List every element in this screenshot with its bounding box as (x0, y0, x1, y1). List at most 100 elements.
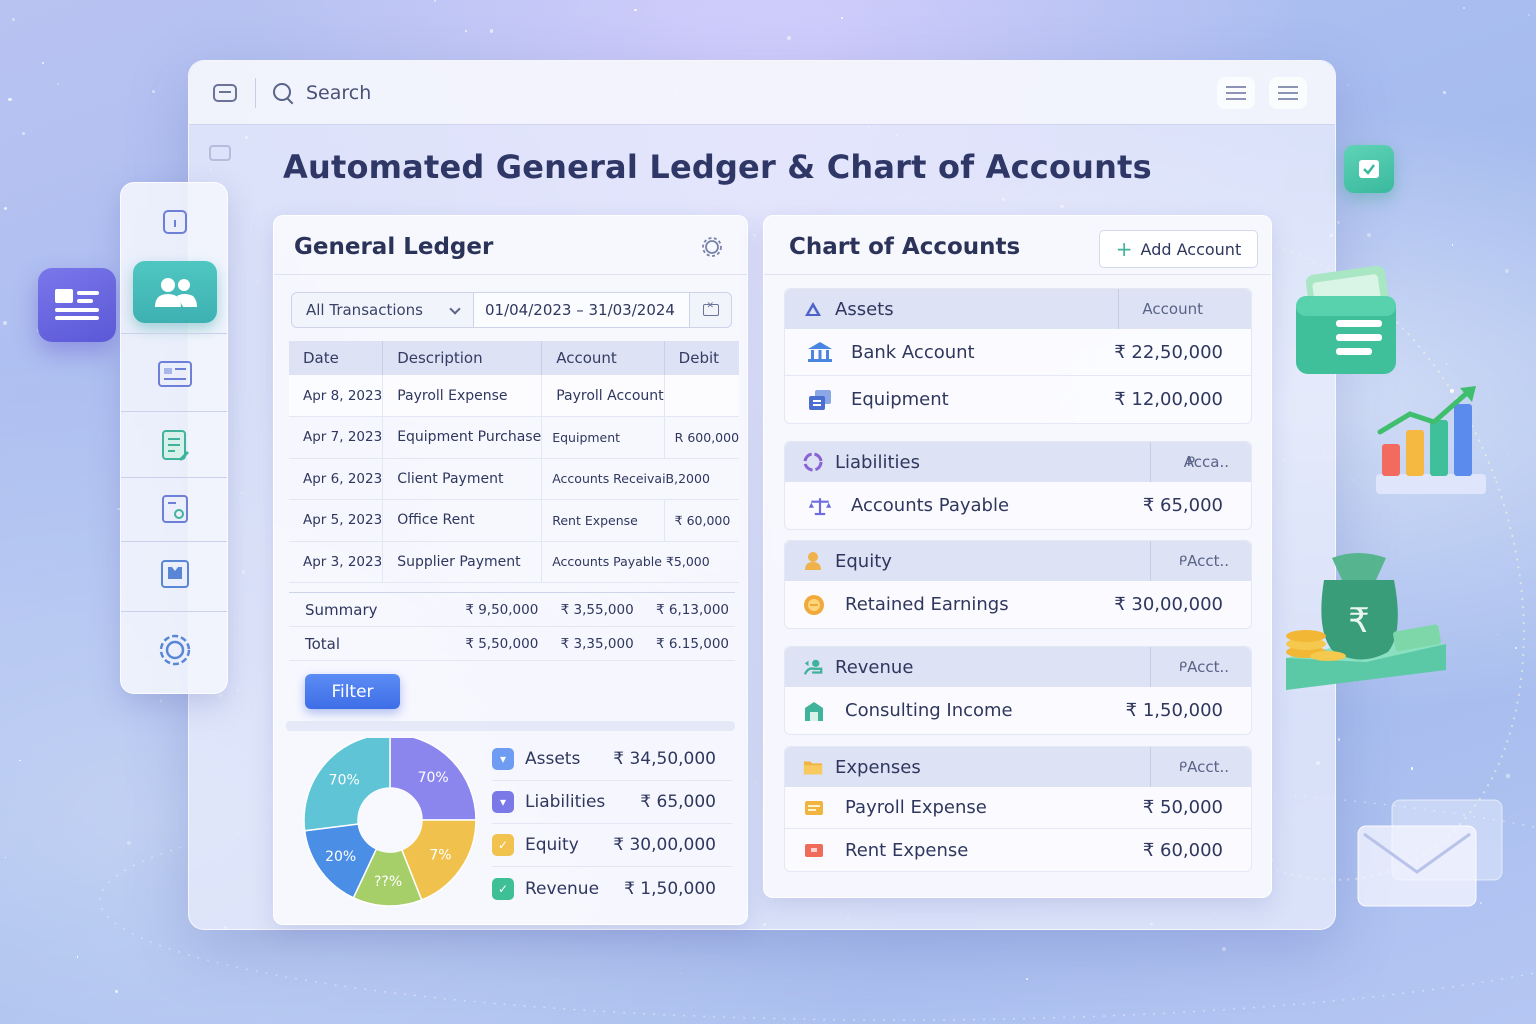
summary-value: ₹ 3,55,000 (544, 592, 640, 627)
account-row[interactable]: Retained Earnings ₹ 30,00,000 (785, 581, 1251, 628)
legend-label: Liabilities (525, 792, 606, 812)
row-description: Payroll Expense (382, 375, 543, 417)
total-value: ₹ 5,50,000 (449, 626, 545, 661)
sidebar-item-home[interactable] (133, 191, 217, 253)
legend-item-liabilities[interactable]: ▾ Liabilities ₹ 65,000 (492, 781, 732, 824)
account-group-expenses: Expenses ᑭ Acct.. Payroll Expense ₹ 50,0… (784, 746, 1252, 872)
transaction-type-select[interactable]: All Transactions (291, 292, 474, 328)
plus-icon: + (1115, 237, 1133, 261)
group-account-label: Acca.. (1183, 453, 1229, 471)
legend-label: Revenue (525, 878, 600, 899)
column-header-debit[interactable]: Debit (664, 341, 740, 375)
ledger-table-header: Date Description Account Debit (289, 341, 740, 375)
sidebar-item-documents[interactable] (133, 415, 217, 477)
account-row[interactable]: Rent Expense ₹ 60,000 (785, 829, 1251, 871)
total-row: Total ₹ 5,50,000 ₹ 3,35,000 ₹ 6.15,000 (289, 626, 735, 661)
donut-slice-label: 70% (418, 770, 449, 786)
account-row[interactable]: Consulting Income ₹ 1,50,000 (785, 687, 1251, 734)
header-divider (1150, 442, 1151, 482)
row-description: Supplier Payment (382, 541, 543, 583)
column-header-date[interactable]: Date (289, 341, 384, 375)
settings-icon (159, 634, 191, 666)
column-header-account[interactable]: Account (541, 341, 665, 375)
sidebar-item-settings[interactable] (133, 619, 217, 681)
donut-slice-label: ??% (374, 874, 402, 890)
legend-item-equity[interactable]: ✓ Equity ₹ 30,00,000 (492, 824, 732, 867)
card-divider (274, 274, 747, 275)
row-account: Accounts ReceivaiB,2000 (541, 458, 740, 500)
clear-date-button[interactable] (690, 292, 732, 328)
payroll-icon (801, 797, 827, 819)
gear-icon[interactable] (701, 236, 723, 258)
chart-of-accounts-title: Chart of Accounts (789, 234, 1021, 260)
ledger-filter-row: All Transactions 01/04/2023 – 31/03/2024 (291, 292, 732, 328)
users-icon (155, 278, 197, 307)
top-bar (189, 61, 1335, 125)
account-row[interactable]: Accounts Payable ₹ 65,000 (785, 482, 1251, 529)
key-icon: ᑭ (1186, 454, 1195, 470)
filter-button[interactable]: Filter (305, 674, 400, 709)
reports-icon (158, 361, 192, 387)
table-row[interactable]: Apr 3, 2023 Supplier Payment Accounts Pa… (289, 541, 740, 583)
key-icon: ᑭ (1178, 553, 1187, 569)
summary-value: ₹ 6,13,000 (639, 592, 735, 627)
building-icon (801, 700, 827, 722)
group-header[interactable]: Liabilities ᑭ Acca.. (785, 442, 1251, 482)
account-row[interactable]: Bank Account ₹ 22,50,000 (785, 329, 1251, 376)
sidebar-item-users[interactable] (133, 261, 217, 323)
ghost-menu-icon (209, 145, 231, 161)
table-row[interactable]: Apr 6, 2023 Client Payment Accounts Rece… (289, 458, 740, 500)
sidebar-toggle-icon[interactable] (213, 83, 237, 102)
group-header[interactable]: Revenue ᑭ Acct.. (785, 647, 1251, 687)
account-group-assets: Assets Account Bank Account ₹ 22,50,000 … (784, 288, 1252, 424)
revenue-icon (803, 657, 823, 677)
row-account: Equipment (541, 416, 665, 459)
table-row[interactable]: Apr 5, 2023 Office Rent Rent Expense ₹ 6… (289, 499, 740, 542)
account-row[interactable]: Payroll Expense ₹ 50,000 (785, 787, 1251, 829)
group-name: Assets (835, 298, 894, 320)
add-account-button[interactable]: + Add Account (1099, 230, 1258, 268)
transaction-type-value: All Transactions (306, 301, 423, 319)
inbox-check-icon[interactable] (1344, 145, 1394, 193)
donut-slice-label: 20% (325, 849, 356, 865)
date-range-field[interactable]: 01/04/2023 – 31/03/2024 (474, 292, 690, 328)
search-icon[interactable] (272, 82, 294, 104)
chevron-down-icon (449, 303, 461, 315)
legend-item-assets[interactable]: ▾ Assets ₹ 34,50,000 (492, 738, 732, 781)
chart-of-accounts-card: Chart of Accounts + Add Account Assets Ac… (763, 215, 1272, 898)
row-date: Apr 8, 2023 (289, 375, 384, 417)
dashboard-badge-icon[interactable] (38, 268, 116, 342)
account-name: Payroll Expense (845, 797, 987, 818)
account-name: Accounts Payable (851, 495, 1010, 516)
sidebar-item-reports[interactable] (133, 343, 217, 405)
invoice-icon (162, 495, 188, 523)
row-description: Equipment Purchase (382, 416, 543, 459)
liabilities-icon: ▾ (492, 791, 514, 813)
row-description: Client Payment (382, 458, 543, 500)
header-divider (1150, 747, 1151, 787)
more-menu-icon[interactable] (1269, 76, 1307, 109)
column-header-description[interactable]: Description (382, 341, 543, 375)
account-row[interactable]: Equipment ₹ 12,00,000 (785, 376, 1251, 423)
page-title: Automated General Ledger & Chart of Acco… (283, 148, 1152, 186)
sidebar-item-invoices[interactable] (133, 479, 217, 541)
group-header[interactable]: Equity ᑭ Acct.. (785, 541, 1251, 581)
legend-item-revenue[interactable]: ✓ Revenue ₹ 1,50,000 (492, 867, 732, 910)
group-header[interactable]: Expenses ᑭ Acct.. (785, 747, 1251, 787)
account-name: Rent Expense (845, 839, 969, 861)
table-row[interactable]: Apr 8, 2023 Payroll Expense Payroll Acco… (289, 375, 740, 417)
table-row[interactable]: Apr 7, 2023 Equipment Purchase Equipment… (289, 416, 740, 459)
ledger-summary-table: Summary ₹ 9,50,000 ₹ 3,55,000 ₹ 6,13,000… (289, 592, 735, 661)
summary-value: ₹ 9,50,000 (449, 592, 545, 627)
row-date: Apr 6, 2023 (289, 458, 384, 500)
group-header[interactable]: Assets Account (785, 289, 1251, 329)
row-debit: R 600,000 (664, 416, 740, 459)
legend-label: Equity (525, 835, 579, 855)
group-name: Liabilities (835, 451, 920, 473)
archive-icon (161, 560, 189, 588)
row-debit: ₹ 60,000 (664, 499, 740, 542)
menu-icon[interactable] (1217, 76, 1255, 109)
sidebar-item-archive[interactable] (133, 543, 217, 605)
check-icon: ✓ (492, 834, 514, 856)
search-input[interactable] (306, 81, 706, 104)
